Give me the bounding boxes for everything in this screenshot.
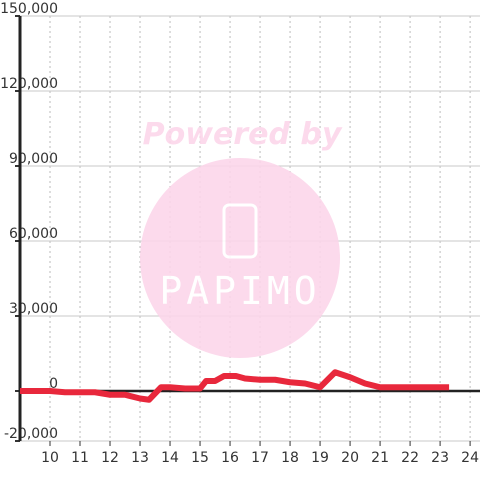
x-tick-label: 22 [401, 450, 419, 466]
y-tick-label: -20,000 [4, 426, 58, 442]
x-tick-label: 10 [41, 450, 59, 466]
x-tick-label: 19 [311, 450, 329, 466]
x-tick-label: 15 [191, 450, 209, 466]
y-tick-label: 60,000 [9, 226, 58, 242]
y-tick-label: 120,000 [0, 76, 58, 92]
x-tick-label: 23 [431, 450, 449, 466]
grid [20, 15, 480, 442]
x-tick-label: 20 [341, 450, 359, 466]
watermark: Powered by PAPIMO [140, 117, 343, 358]
x-tick-label: 24 [461, 450, 479, 466]
x-tick-label: 21 [371, 450, 389, 466]
watermark-logo: PAPIMO [159, 269, 320, 313]
x-tick-label: 14 [161, 450, 179, 466]
y-tick-label: 90,000 [9, 151, 58, 167]
x-tick-label: 13 [131, 450, 149, 466]
y-tick-label: 150,000 [0, 1, 58, 17]
x-tick-label: 16 [221, 450, 239, 466]
watermark-text: Powered by [143, 117, 343, 152]
x-tick-label: 11 [71, 450, 89, 466]
y-tick-label: 30,000 [9, 301, 58, 317]
x-tick-label: 17 [251, 450, 269, 466]
series-line [20, 369, 450, 403]
plot: 10 11 12 13 14 15 16 17 18 19 20 21 22 23 24 -20,000 0 30… [0, 1, 480, 466]
watermark-icon [222, 203, 258, 259]
x-tick-label: 12 [101, 450, 119, 466]
y-tick-label: 0 [49, 376, 58, 392]
x-tick-label: 18 [281, 450, 299, 466]
